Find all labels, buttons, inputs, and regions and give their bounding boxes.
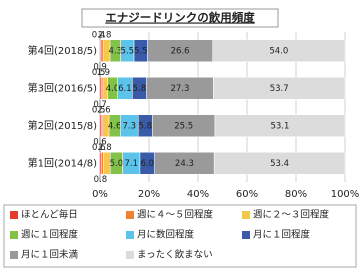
- data-label: 2.6: [97, 105, 111, 115]
- data-label: 53.4: [270, 159, 289, 169]
- data-label: 0.9: [93, 62, 107, 72]
- x-tick-label: 20%: [138, 189, 160, 200]
- legend-swatch: [242, 231, 250, 239]
- x-tick-label: 100%: [331, 189, 360, 200]
- data-label: 54.0: [269, 46, 288, 56]
- data-label: 4.3: [109, 46, 123, 56]
- legend-label: 週に２～３回程度: [253, 209, 330, 221]
- x-tick-label: 60%: [236, 189, 258, 200]
- legend-swatch: [126, 251, 134, 259]
- legend-label: 月に数回程度: [137, 229, 195, 241]
- legend-label: 月に１回程度: [253, 229, 311, 241]
- data-label: 0.6: [92, 143, 106, 153]
- data-label: 5.8: [139, 121, 153, 131]
- title-box: [81, 8, 279, 28]
- data-label: 7.1: [124, 159, 138, 169]
- data-label: 0.5: [92, 105, 106, 115]
- data-label: 53.7: [270, 84, 289, 94]
- data-label: 5.0: [110, 159, 124, 169]
- data-label: 24.3: [175, 159, 194, 169]
- data-label: 2.8: [98, 143, 112, 153]
- legend-swatch: [126, 211, 134, 219]
- data-label: 6.1: [118, 84, 132, 94]
- bar-segment: [213, 77, 346, 100]
- data-label: 25.5: [174, 121, 193, 131]
- bar-segment: [214, 114, 346, 137]
- data-label: 5.5: [121, 46, 135, 56]
- legend-label: 週に１回程度: [21, 229, 79, 241]
- legend-swatch: [10, 251, 18, 259]
- bar-segment: [100, 39, 104, 62]
- legend-swatch: [10, 211, 18, 219]
- y-tick-label: 第1回(2014/8): [28, 156, 97, 169]
- legend-swatch: [126, 231, 134, 239]
- data-label: 0.4: [92, 30, 106, 40]
- legend-box: [3, 204, 357, 268]
- x-tick-label: 80%: [285, 189, 307, 200]
- y-tick-label: 第2回(2015/8): [28, 119, 97, 132]
- data-label: 0.5: [92, 68, 106, 78]
- data-label: 2.8: [98, 30, 112, 40]
- legend-label: まったく飲まない: [137, 249, 213, 261]
- x-tick-label: 0%: [92, 189, 108, 200]
- chart-title: エナジードリンクの飲用頻度: [105, 11, 255, 25]
- y-tick-label: 第4回(2018/5): [28, 44, 97, 57]
- bar-segment: [100, 77, 104, 100]
- legend-swatch: [10, 231, 18, 239]
- legend-label: 月に１回未満: [21, 249, 79, 261]
- data-label: 5.8: [133, 84, 147, 94]
- data-label: 6.0: [141, 159, 155, 169]
- data-label: 27.3: [171, 84, 190, 94]
- data-label: 0.8: [94, 175, 108, 185]
- x-tick-label: 40%: [187, 189, 209, 200]
- legend-label: ほとんど毎日: [21, 209, 78, 221]
- bar-segment: [213, 152, 346, 175]
- y-tick-label: 第3回(2016/5): [28, 81, 97, 94]
- data-label: 0.7: [93, 100, 107, 110]
- legend-swatch: [242, 211, 250, 219]
- data-label: 7.3: [123, 121, 137, 131]
- data-label: 26.6: [171, 46, 190, 56]
- data-label: 4.6: [108, 121, 122, 131]
- data-label: 1.9: [97, 68, 111, 78]
- data-label: 53.1: [270, 121, 289, 131]
- data-label: 4.0: [106, 84, 120, 94]
- bar-segment: [212, 39, 346, 62]
- data-label: 0.6: [93, 137, 107, 147]
- data-label: 5.5: [134, 46, 148, 56]
- bar-segment: [101, 152, 104, 175]
- legend-label: 週に４～５回程度: [137, 209, 214, 221]
